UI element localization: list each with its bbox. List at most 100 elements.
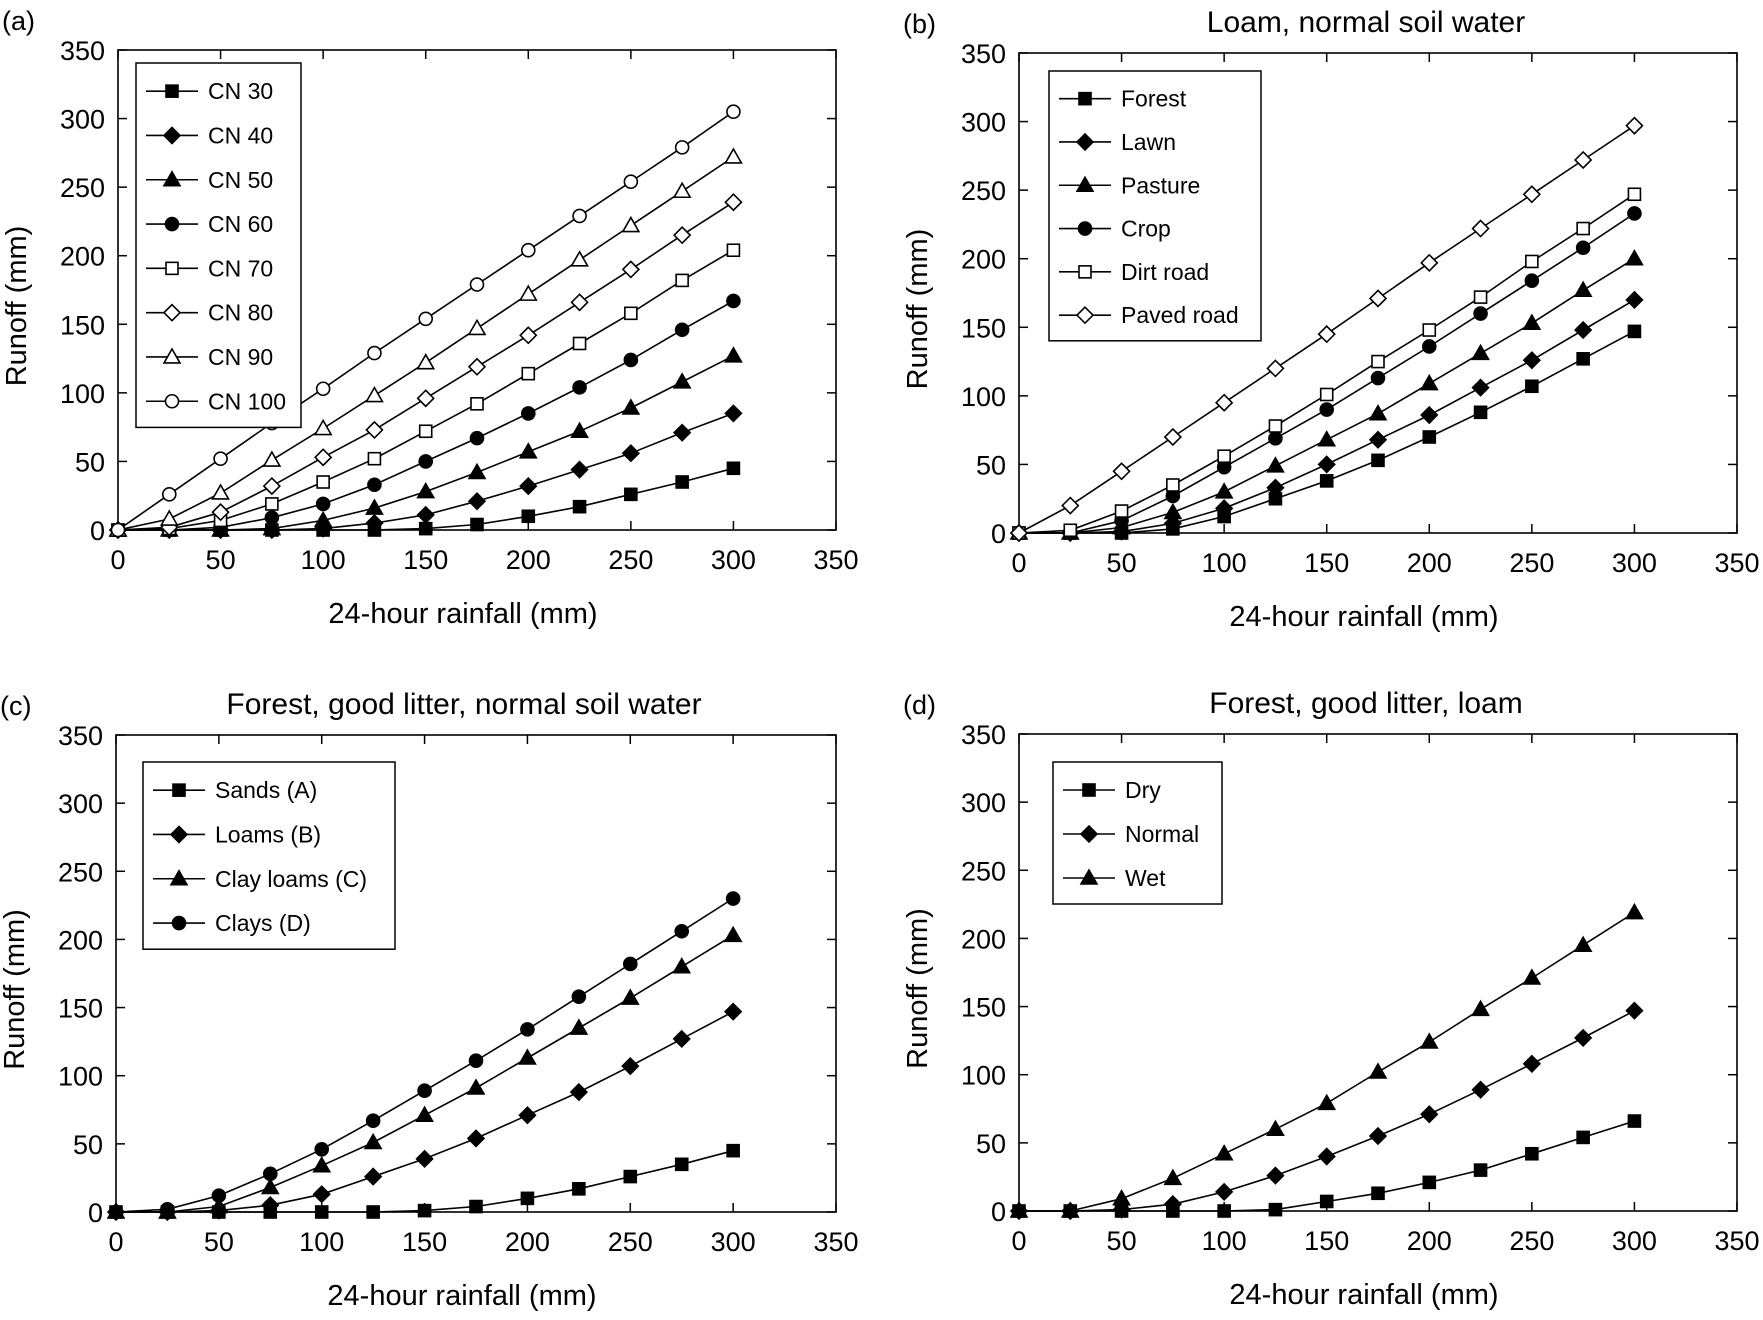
panel-c-x-tick-label: 200 <box>505 1227 550 1257</box>
panel-b-legend-item-paved-road-marker <box>1075 306 1095 325</box>
panel-a-series-cn-90-point <box>313 418 333 436</box>
panel-a-legend-item-cn-50-label: CN 50 <box>208 167 273 193</box>
panel-a-legend-item-cn-70-marker <box>165 261 179 276</box>
panel-b-legend-item-lawn-marker <box>1075 132 1095 152</box>
panel-b-series-pasture-point <box>1573 280 1593 298</box>
panel-c-series-sands-a-point <box>469 1199 483 1214</box>
panel-d-series-wet-line <box>1019 911 1635 1212</box>
panel-a-series-cn-90 <box>108 147 743 537</box>
panel-a-x-tick-label: 0 <box>110 545 125 575</box>
panel-b-series-pasture-point <box>1317 430 1337 447</box>
panel-d-series-normal-point <box>1574 1028 1593 1048</box>
panel-b-legend-item-crop-label: Crop <box>1121 216 1171 242</box>
panel-c-legend-item-loams-b-label: Loams (B) <box>215 821 321 847</box>
panel-a-series-cn-70-point <box>726 243 741 258</box>
panel-b-series-crop-point <box>1370 370 1386 386</box>
panel-d-legend-item-wet: Wet <box>1063 865 1166 891</box>
panel-a-series-cn-80-point <box>519 326 538 345</box>
panel-d-series-wet-point <box>1112 1189 1131 1206</box>
panel-b-series-dirt-road-point <box>1063 523 1078 538</box>
panel-b-x-tick-label: 150 <box>1304 548 1349 578</box>
panel-c-series-clays-d-point <box>571 989 587 1004</box>
panel-a-series-cn-50-point <box>416 481 436 499</box>
panel-d-series-normal-point <box>1215 1182 1234 1202</box>
panel-a-y-tick-label: 200 <box>60 242 105 272</box>
panel-b-series-forest-point <box>1525 379 1539 394</box>
panel-c-series-clays-d-point <box>211 1188 227 1203</box>
panel-c-legend-item-sands-a: Sands (A) <box>153 777 317 803</box>
panel-d-x-tick-label: 250 <box>1509 1226 1554 1256</box>
panel-c-y-tick-label: 300 <box>58 789 103 819</box>
panel-a-series-cn-50-point <box>313 510 333 528</box>
panel-d-x-tick-label: 350 <box>1714 1226 1759 1256</box>
panel-a-series-cn-90-point <box>416 353 436 370</box>
panel-c-series-clays-d-point <box>160 1201 175 1217</box>
panel-a-y-tick-label: 150 <box>60 310 105 340</box>
panel-d-series-normal <box>1009 1001 1644 1221</box>
panel-a-series-cn-90-point <box>159 509 179 526</box>
panel-a-series-cn-80-point <box>416 389 435 408</box>
panel-a-series-cn-90-point <box>621 215 641 233</box>
panel-a-series-cn-100-point <box>161 487 177 502</box>
panel-d-series-normal-point <box>1266 1166 1285 1185</box>
panel-c-series-clays-d-point <box>262 1166 278 1182</box>
panel-a-y-tick-label: 0 <box>90 516 105 546</box>
panel-b-series-dirt-road-point <box>1371 354 1385 369</box>
panel-b-series-pasture-point <box>1163 502 1183 520</box>
panel-c-legend-item-clays-d-marker <box>171 915 187 931</box>
panel-d-series-normal-line <box>1019 1009 1635 1212</box>
panel-a-series-cn-30-point <box>675 475 689 489</box>
panel-c-legend-item-clays-d: Clays (D) <box>153 910 311 936</box>
panel-a-series-cn-40-point <box>724 404 743 423</box>
panel-d-y-tick-label: 150 <box>961 993 1006 1023</box>
panel-c-title: Forest, good litter, normal soil water <box>226 688 701 721</box>
panel-a-series-cn-90-point <box>672 181 692 199</box>
panel-a-legend-item-cn-100-label: CN 100 <box>208 388 286 414</box>
panel-b-y-tick-label: 200 <box>961 245 1006 275</box>
panel-a-legend: CN 30 CN 40 CN 50 CN 60 CN 70 CN 80 CN 90 CN 10… <box>135 62 302 429</box>
panel-a-series-cn-70-point <box>521 366 536 381</box>
panel-b-series-crop-point <box>1421 339 1437 354</box>
panel-c-series-clays-d-point <box>468 1053 484 1069</box>
panel-c-series-clays-d-point <box>674 923 690 939</box>
panel-b-series-dirt-road <box>1012 187 1642 540</box>
panel-a-series-cn-80-point <box>724 193 743 212</box>
panel-c-series-sands-a-point <box>572 1182 586 1196</box>
panel-a-series-cn-100-point <box>572 208 587 224</box>
panel-a-series-cn-60-point <box>367 477 382 493</box>
panel-a-x-tick-label: 200 <box>506 545 551 575</box>
panel-c-series-loams-b-point <box>518 1106 537 1125</box>
panel-b-series-forest-point <box>1319 474 1334 488</box>
panel-c-series-loams-b-point <box>466 1129 486 1148</box>
panel-a-series-cn-60-point <box>674 322 690 338</box>
panel-a-series-cn-60-point <box>572 380 587 395</box>
panel-b-series-dirt-road-point <box>1627 187 1642 202</box>
panel-d-series-dry-point <box>1525 1146 1539 1161</box>
panel-b-legend-item-lawn: Lawn <box>1059 129 1176 155</box>
panel-c-x-axis-title: 24-hour rainfall (mm) <box>327 1280 596 1312</box>
panel-d-x-tick-label: 150 <box>1304 1226 1349 1256</box>
panel-d-x-tick-label: 50 <box>1107 1226 1137 1256</box>
panel-a-series-cn-30 <box>111 461 741 537</box>
panel-a-series-cn-70-point <box>265 497 279 511</box>
panel-b-series-paved-road-point <box>1574 150 1593 170</box>
panel-a-y-axis-title: Runoff (mm) <box>1 226 33 387</box>
panel-c-y-axis-title: Runoff (mm) <box>0 909 31 1070</box>
panel-d-series-normal-point <box>1420 1105 1439 1124</box>
panel-c-series-sands-a-point <box>674 1157 689 1172</box>
panel-b-series-forest-point <box>1627 324 1642 339</box>
panel-a-series-cn-100-point <box>367 345 382 361</box>
panel-a-series-cn-90-point <box>365 385 384 403</box>
panel-d-series-dry-point <box>1268 1202 1283 1217</box>
panel-b-series-lawn-point <box>1420 405 1439 425</box>
panel-c-series-sands-a-point <box>623 1169 638 1184</box>
panel-a-series-cn-30-point <box>470 517 484 532</box>
panel-b-legend-item-crop-marker <box>1077 221 1093 236</box>
panel-a-series-cn-70-point <box>316 475 330 489</box>
panel-b-y-tick-label: 0 <box>991 519 1006 549</box>
panel-d-series-wet-point <box>1368 1062 1388 1079</box>
panel-c-series-loams-b-point <box>672 1029 691 1049</box>
panel-d: (d) Forest, good litter, loam 0 50 100 150 200… <box>902 687 1760 1311</box>
panel-d-legend-item-normal-label: Normal <box>1125 821 1199 847</box>
panel-d-legend: Dry Normal Wet <box>1052 761 1223 905</box>
